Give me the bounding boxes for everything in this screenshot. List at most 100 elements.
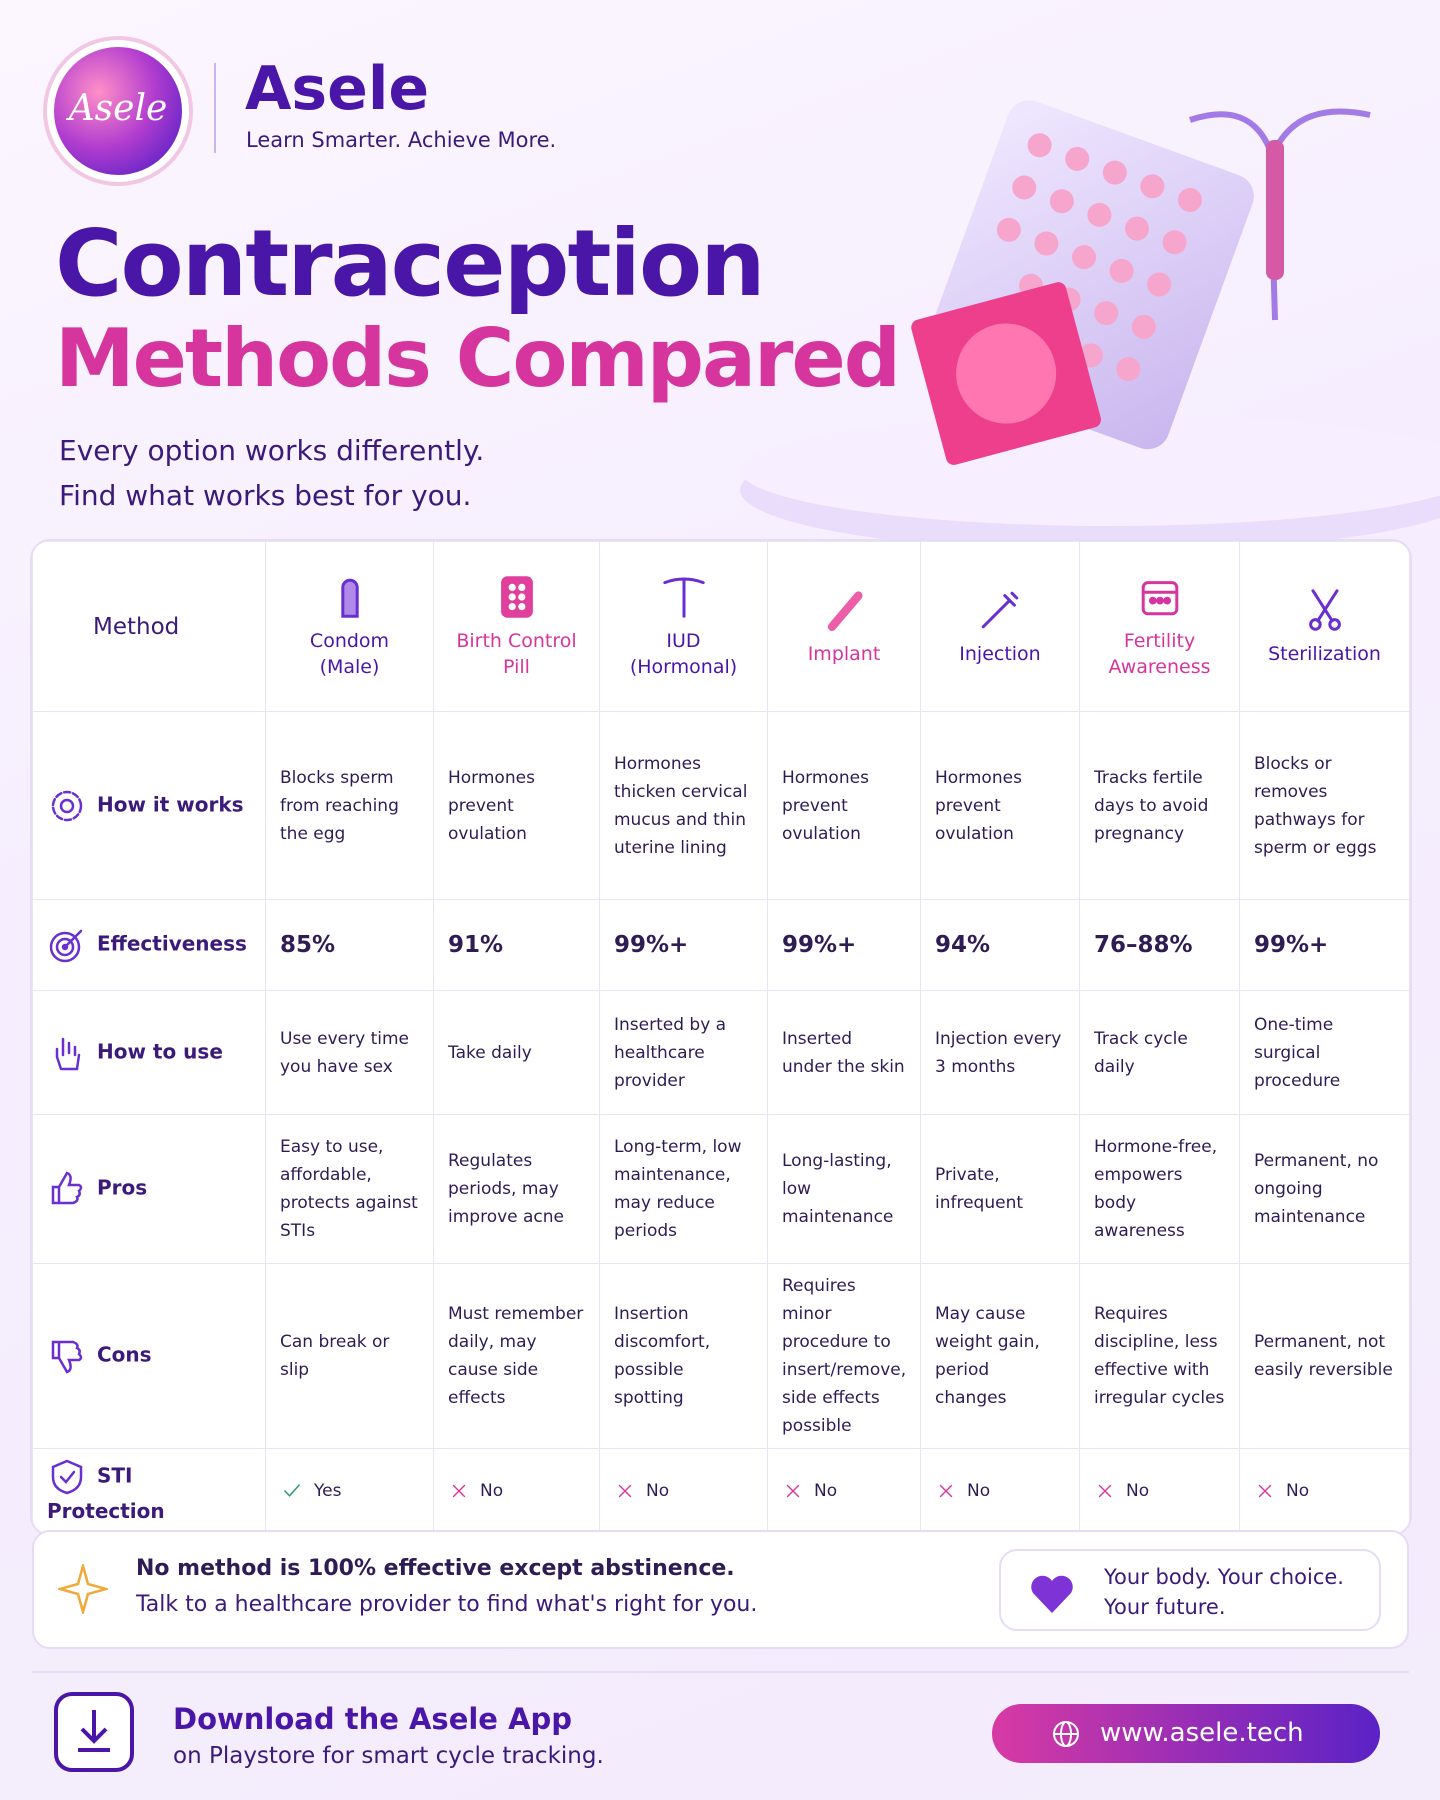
row-label: STI Protection (32, 1448, 266, 1534)
cell: Private, infrequent (920, 1114, 1080, 1264)
download-icon (54, 1692, 134, 1772)
row-label-text: STI Protection (47, 1463, 165, 1524)
cell: 91% (433, 899, 600, 991)
cell: 99%+ (1239, 899, 1410, 991)
header-label: Method (32, 541, 266, 712)
condom-pack (911, 282, 1102, 465)
cell: Long-term, low maintenance, may reduce p… (599, 1114, 768, 1264)
cell-text: Hormones prevent ovulation (782, 767, 869, 844)
cell-text: No (967, 1481, 991, 1501)
decor (43, 36, 1440, 552)
row-label: Effectiveness (32, 899, 266, 991)
column-title: Implant (807, 643, 881, 665)
icon (51, 1171, 83, 1205)
cell: Yes (265, 1448, 434, 1534)
column-header: Birth Control Pill (433, 541, 600, 712)
icon (55, 1037, 81, 1070)
cell-text: 85% (280, 932, 336, 958)
cell-text: Injection every 3 months (935, 1028, 1062, 1077)
icon (1258, 1484, 1272, 1498)
row-label: Cons (32, 1263, 266, 1449)
cell-text: Tracks fertile days to avoid pregnancy (1094, 767, 1209, 844)
row-label: Pros (32, 1114, 266, 1264)
cell: No (1079, 1448, 1240, 1534)
subtitle: Every option works differently. (59, 434, 485, 467)
cell-text: Long-lasting, low maintenance (782, 1151, 894, 1227)
column-header: Implant (767, 541, 921, 712)
cell-text: Yes (314, 1481, 342, 1501)
cell: Requires discipline, less effective with… (1079, 1263, 1240, 1449)
icon (51, 1340, 83, 1374)
podium-top (740, 414, 1440, 526)
cell-text: Permanent, no ongoing maintenance (1254, 1151, 1379, 1227)
cell-text: Blocks or removes pathways for sperm or … (1254, 753, 1377, 858)
cell: Hormone-free, empowers body awareness (1079, 1114, 1240, 1264)
cell-text: No (814, 1481, 838, 1501)
cell-text: No (480, 1481, 504, 1501)
cell: Take daily (433, 990, 600, 1115)
column-header: IUD (Hormonal) (599, 541, 768, 712)
icon (49, 929, 83, 963)
cell: No (599, 1448, 768, 1534)
column-header: Condom (Male) (265, 541, 434, 712)
motto-line: Your body. Your choice. (1104, 1565, 1344, 1589)
cell: Tracks fertile days to avoid pregnancy (1079, 711, 1240, 900)
cell-text: One-time surgical procedure (1254, 1014, 1341, 1091)
cell-text: 94% (935, 932, 991, 958)
cell-text: Hormones prevent ovulation (935, 767, 1022, 844)
cell-text: Long-term, low maintenance, may reduce p… (614, 1137, 742, 1241)
cell: Use every time you have sex (265, 990, 434, 1115)
note-text: Talk to a healthcare provider to find wh… (136, 1592, 758, 1617)
cell: Insertion discomfort, possible spotting (599, 1263, 768, 1449)
cell: Inserted by a healthcare provider (599, 990, 768, 1115)
table-row: How to use Use every time you have sex Tak… (32, 990, 1410, 1115)
cell: Hormones prevent ovulation (767, 711, 921, 900)
cell-text: Private, infrequent (935, 1165, 1024, 1213)
motto-line: Your future. (1104, 1595, 1226, 1619)
cell: Hormones prevent ovulation (920, 711, 1080, 900)
brand: Asele (245, 54, 430, 124)
cell-text: 99%+ (1254, 932, 1329, 958)
cell-text: Requires discipline, less effective with… (1094, 1304, 1225, 1408)
cell: No (1239, 1448, 1410, 1534)
subtitle: Find what works best for you. (59, 479, 472, 512)
icon (786, 1484, 800, 1498)
iud-body (1266, 140, 1284, 280)
title-line: Methods Compared (55, 312, 901, 405)
url-button[interactable]: www.asele.tech (992, 1704, 1380, 1763)
logo-text: Asele (68, 88, 168, 129)
cell: Permanent, no ongoing maintenance (1239, 1114, 1410, 1264)
icon (500, 576, 533, 618)
column-title: Condom (Male) (309, 630, 390, 678)
cell-text: Inserted by a healthcare provider (614, 1014, 727, 1091)
url: www.asele.tech (1100, 1718, 1304, 1748)
table-row: How it works Blocks sperm from reaching t… (32, 711, 1410, 900)
cell: May cause weight gain, period changes (920, 1263, 1080, 1449)
cell: No (767, 1448, 921, 1534)
cell: 85% (265, 899, 434, 991)
cell: 94% (920, 899, 1080, 991)
cell: Track cycle daily (1079, 990, 1240, 1115)
cell: 76–88% (1079, 899, 1240, 991)
row-label-text: Pros (97, 1175, 148, 1200)
icon (452, 1484, 466, 1498)
cell-text: No (1286, 1481, 1310, 1501)
cell-text: Take daily (448, 1042, 532, 1063)
table-row: Cons Can break or slip Must remember daily… (32, 1263, 1410, 1449)
cell-text: Must remember daily, may cause side effe… (448, 1304, 584, 1408)
row-label-text: How to use (97, 1039, 223, 1063)
cell-text: Regulates periods, may improve acne (448, 1151, 565, 1227)
column-header: Injection (920, 541, 1080, 712)
cell-text: No (646, 1481, 670, 1501)
heart-icon (1031, 1575, 1073, 1613)
table-row: STI Protection Yes No No No No No No (32, 1448, 1410, 1534)
cell: Inserted under the skin (767, 990, 921, 1115)
cell: Blocks sperm from reaching the egg (265, 711, 434, 900)
cell: Regulates periods, may improve acne (433, 1114, 600, 1264)
cell: One-time surgical procedure (1239, 990, 1410, 1115)
row-label-text: Effectiveness (97, 931, 247, 956)
sparkle-icon (58, 1564, 108, 1614)
cell: Can break or slip (265, 1263, 434, 1449)
cta-text: on Playstore for smart cycle tracking. (173, 1743, 604, 1769)
cell-text: 76–88% (1094, 932, 1193, 958)
